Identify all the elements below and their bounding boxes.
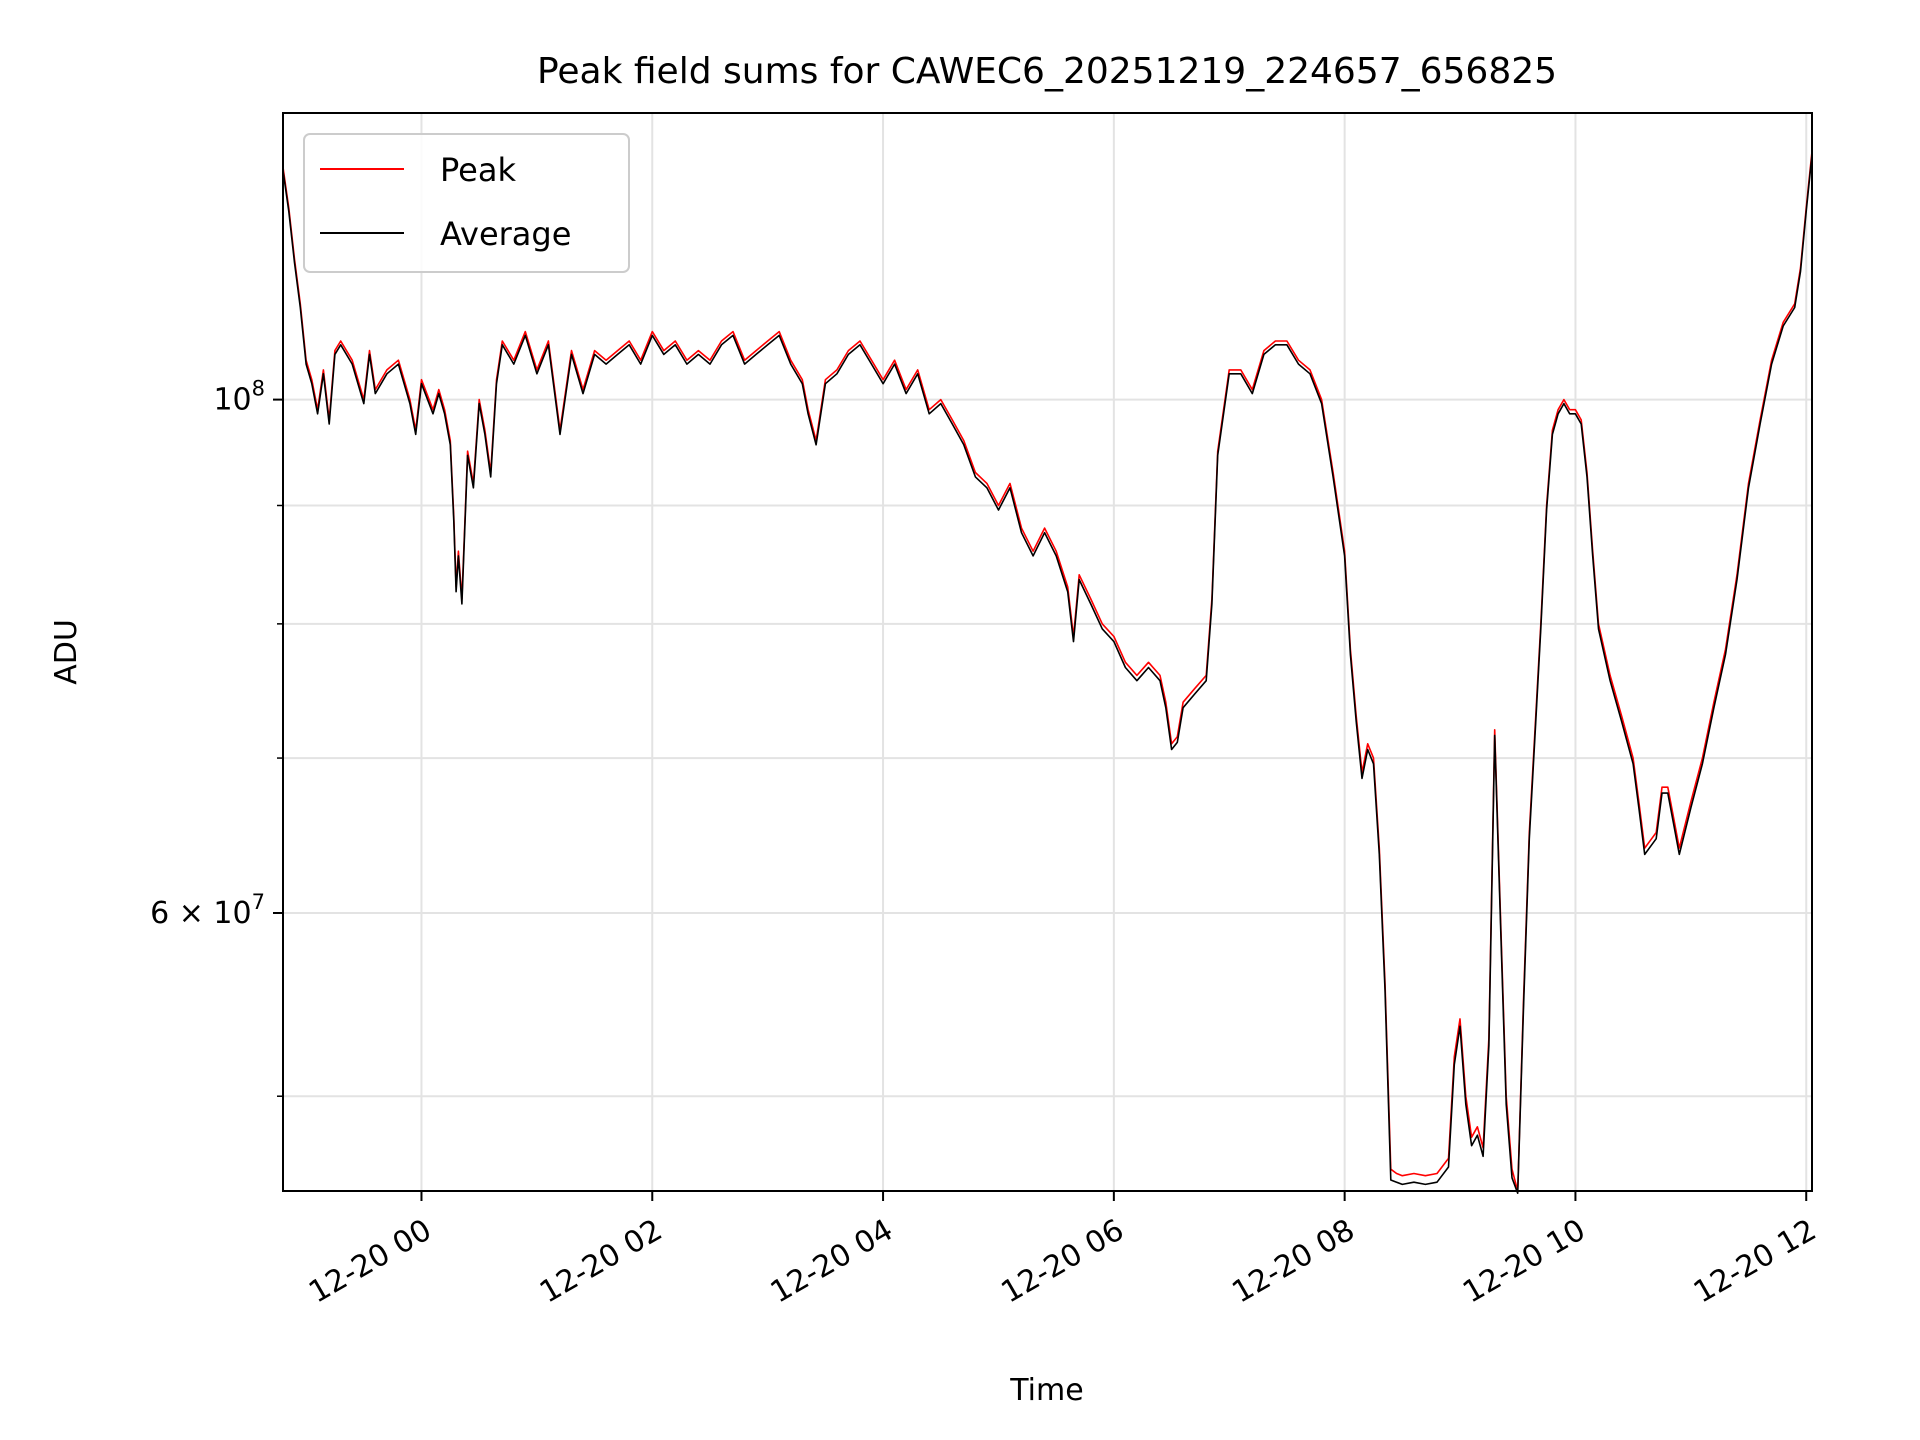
plot-frame [282,112,1813,1192]
series-lines [282,151,1813,1194]
series-line-average [282,154,1813,1194]
legend: Peak Average [303,133,630,273]
legend-label-peak: Peak [440,151,516,189]
x-axis-label: Time [1009,1373,1083,1408]
grid [283,113,1812,1191]
chart-title: Peak field sums for CAWEC6_20251219_2246… [537,51,1557,92]
legend-label-average: Average [440,215,571,253]
y-tick-label: 6 × 107 [150,890,265,931]
y-axis-label: ADU [49,619,84,685]
